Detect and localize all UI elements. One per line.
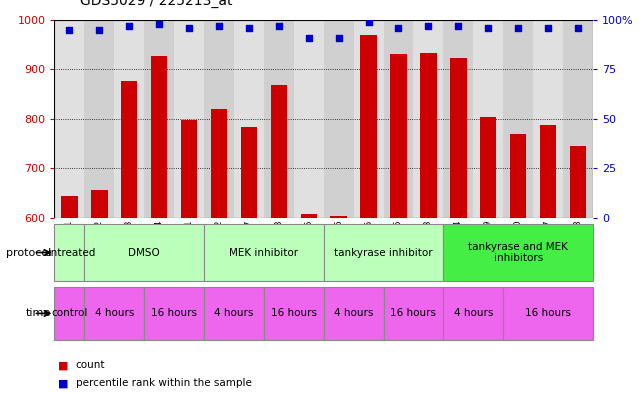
Bar: [383, 20, 413, 218]
Bar: [413, 20, 444, 218]
Text: 4 hours: 4 hours: [334, 309, 373, 318]
Text: 16 hours: 16 hours: [525, 309, 571, 318]
Bar: [383, 287, 444, 340]
Bar: [444, 287, 503, 340]
Point: [363, 18, 374, 25]
Bar: [271, 85, 287, 218]
Point: [154, 20, 164, 27]
Text: 4 hours: 4 hours: [214, 309, 254, 318]
Text: control: control: [51, 309, 88, 318]
Bar: [144, 20, 174, 218]
Bar: [444, 20, 473, 218]
Bar: [62, 196, 78, 218]
Bar: [91, 190, 108, 218]
Text: tankyrase and MEK
inhibitors: tankyrase and MEK inhibitors: [468, 242, 568, 263]
Bar: [234, 20, 264, 218]
Bar: [510, 134, 526, 218]
Bar: [264, 287, 324, 340]
Text: 16 hours: 16 hours: [271, 309, 317, 318]
Point: [124, 22, 135, 29]
Bar: [85, 224, 204, 281]
Text: 16 hours: 16 hours: [390, 309, 437, 318]
Point: [513, 24, 523, 31]
Text: percentile rank within the sample: percentile rank within the sample: [76, 378, 251, 388]
Bar: [121, 81, 138, 218]
Point: [244, 24, 254, 31]
Text: DMSO: DMSO: [128, 248, 160, 257]
Bar: [114, 20, 144, 218]
Point: [304, 34, 314, 40]
Bar: [181, 120, 197, 218]
Bar: [54, 224, 85, 281]
Bar: [54, 287, 85, 340]
Point: [94, 26, 104, 33]
Bar: [420, 53, 437, 218]
Text: tankyrase inhibitor: tankyrase inhibitor: [334, 248, 433, 257]
Text: untreated: untreated: [44, 248, 95, 257]
Bar: [331, 216, 347, 218]
Point: [453, 22, 463, 29]
Bar: [533, 20, 563, 218]
Bar: [473, 20, 503, 218]
Text: protocol: protocol: [6, 248, 51, 257]
Bar: [390, 54, 406, 218]
Bar: [324, 20, 354, 218]
Bar: [444, 224, 593, 281]
Bar: [264, 20, 294, 218]
Point: [274, 22, 284, 29]
Text: ■: ■: [58, 378, 68, 388]
Bar: [360, 35, 377, 218]
Bar: [144, 287, 204, 340]
Bar: [503, 287, 593, 340]
Bar: [211, 109, 228, 218]
Bar: [480, 117, 496, 218]
Text: MEK inhibitor: MEK inhibitor: [229, 248, 299, 257]
Text: 16 hours: 16 hours: [151, 309, 197, 318]
Bar: [324, 224, 444, 281]
Point: [394, 24, 404, 31]
Text: count: count: [76, 360, 105, 371]
Text: 4 hours: 4 hours: [454, 309, 493, 318]
Text: 4 hours: 4 hours: [95, 309, 134, 318]
Point: [214, 22, 224, 29]
Bar: [294, 20, 324, 218]
Bar: [54, 20, 85, 218]
Text: time: time: [26, 309, 51, 318]
Point: [333, 34, 344, 40]
Point: [543, 24, 553, 31]
Point: [573, 24, 583, 31]
Bar: [204, 224, 324, 281]
Bar: [570, 146, 587, 218]
Point: [483, 24, 494, 31]
Bar: [301, 214, 317, 218]
Bar: [354, 20, 383, 218]
Point: [184, 24, 194, 31]
Bar: [204, 20, 234, 218]
Bar: [563, 20, 593, 218]
Bar: [540, 125, 556, 218]
Point: [423, 22, 433, 29]
Bar: [151, 56, 167, 218]
Bar: [174, 20, 204, 218]
Text: ■: ■: [58, 360, 68, 371]
Bar: [85, 20, 114, 218]
Bar: [324, 287, 383, 340]
Bar: [85, 287, 144, 340]
Bar: [450, 58, 467, 218]
Bar: [204, 287, 264, 340]
Bar: [241, 127, 257, 218]
Bar: [503, 20, 533, 218]
Text: GDS5029 / 225213_at: GDS5029 / 225213_at: [80, 0, 233, 8]
Point: [64, 26, 74, 33]
